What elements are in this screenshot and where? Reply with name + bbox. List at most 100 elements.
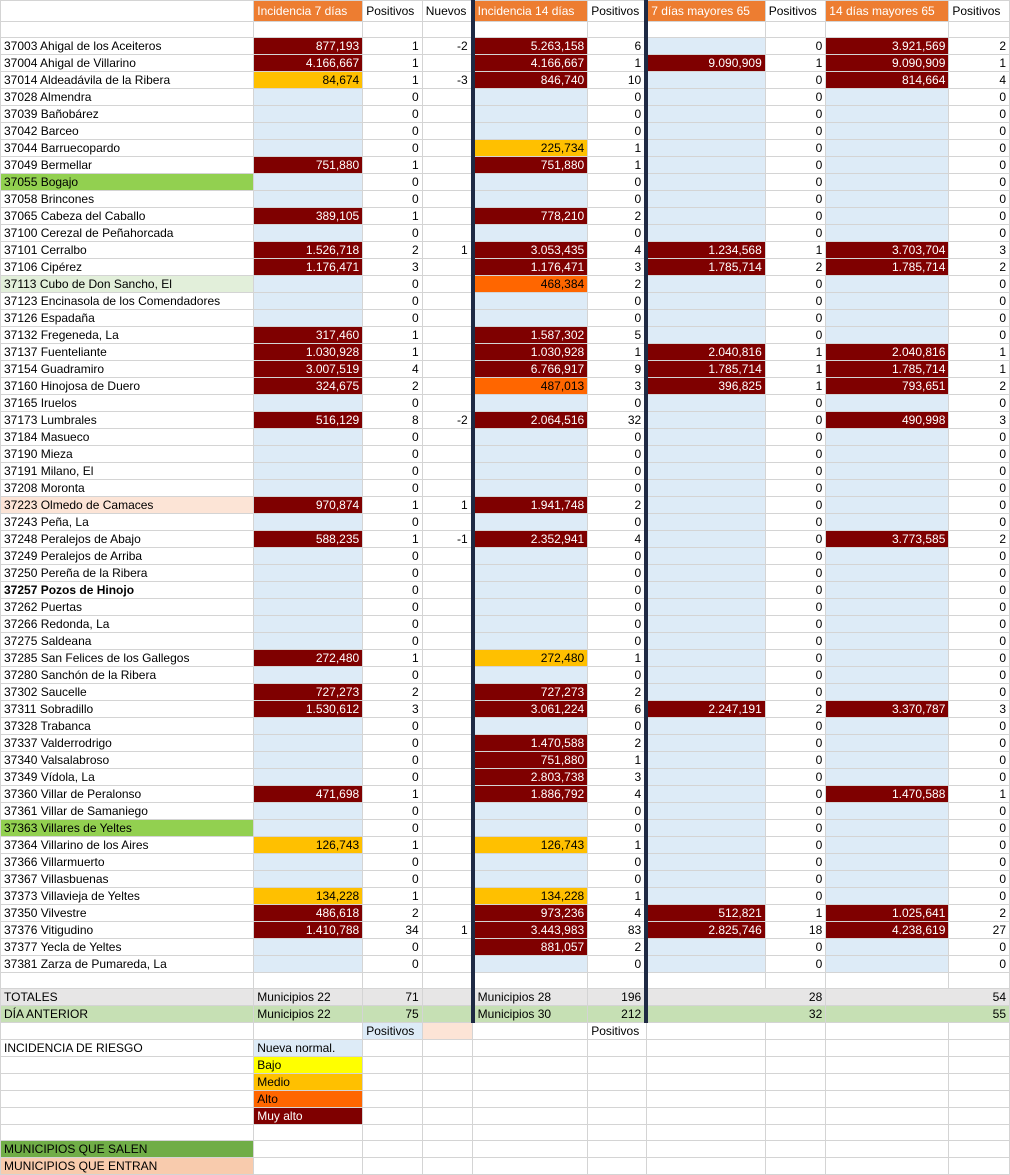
positives-14d-cell[interactable]: 0 xyxy=(587,870,647,888)
empty-cell[interactable] xyxy=(362,1124,423,1141)
legend-item[interactable]: Medio xyxy=(253,1073,364,1091)
incidence-14d-65-cell[interactable]: 1.025,641 xyxy=(825,904,950,922)
incidence-7d-cell[interactable]: 588,235 xyxy=(253,530,364,548)
incidence-14d-cell[interactable] xyxy=(470,394,589,412)
summary-positives-14d[interactable]: 196 xyxy=(587,988,647,1006)
empty-cell[interactable] xyxy=(362,1090,423,1108)
positives-14d-cell[interactable]: 0 xyxy=(587,462,647,480)
incidence-7d-65-cell[interactable] xyxy=(644,224,766,242)
empty-cell[interactable] xyxy=(645,1090,766,1108)
incidence-14d-65-cell[interactable] xyxy=(825,513,950,531)
municipality-cell[interactable]: 37285 San Felices de los Gallegos xyxy=(0,649,255,667)
empty-cell[interactable] xyxy=(764,1124,827,1141)
municipality-cell[interactable]: 37377 Yecla de Yeltes xyxy=(0,938,255,956)
new-cases-cell[interactable] xyxy=(421,122,474,140)
positives-7d-65-cell[interactable]: 0 xyxy=(764,479,827,497)
positives-7d-65-cell[interactable]: 1 xyxy=(764,54,827,72)
new-cases-cell[interactable] xyxy=(421,700,474,718)
positives-7d-cell[interactable]: 0 xyxy=(362,190,423,208)
incidence-14d-cell[interactable]: 4.166,667 xyxy=(470,54,589,72)
positives-7d-cell[interactable]: 0 xyxy=(362,139,423,157)
empty-cell[interactable] xyxy=(472,1073,589,1091)
empty-cell[interactable] xyxy=(764,1056,827,1074)
positives-7d-65-cell[interactable]: 0 xyxy=(764,547,827,565)
new-cases-cell[interactable] xyxy=(421,819,474,837)
new-cases-cell[interactable] xyxy=(421,666,474,684)
empty-cell[interactable] xyxy=(472,1157,589,1175)
incidence-7d-65-cell[interactable] xyxy=(644,105,766,123)
positives-7d-cell[interactable]: 0 xyxy=(362,564,423,582)
incidence-7d-65-cell[interactable]: 9.090,909 xyxy=(644,54,766,72)
positives-7d-cell[interactable]: 0 xyxy=(362,122,423,140)
positives-7d-cell[interactable]: 4 xyxy=(362,360,423,378)
incidence-7d-65-cell[interactable]: 1.234,568 xyxy=(644,241,766,259)
empty-cell[interactable] xyxy=(825,1039,950,1057)
positives-7d-cell[interactable]: 1 xyxy=(362,496,423,514)
incidence-14d-cell[interactable] xyxy=(470,717,589,735)
incidence-7d-cell[interactable] xyxy=(253,717,364,735)
incidence-7d-cell[interactable]: 1.176,471 xyxy=(253,258,364,276)
empty-cell[interactable] xyxy=(421,21,474,38)
empty-cell[interactable] xyxy=(948,1056,1010,1074)
empty-cell[interactable] xyxy=(421,1140,474,1158)
new-cases-cell[interactable] xyxy=(421,156,474,174)
incidence-14d-65-cell[interactable]: 1.785,714 xyxy=(825,258,950,276)
incidence-7d-cell[interactable] xyxy=(253,564,364,582)
new-cases-cell[interactable] xyxy=(421,547,474,565)
new-cases-cell[interactable]: -1 xyxy=(421,530,474,548)
positives-14d-cell[interactable]: 0 xyxy=(587,190,647,208)
header-cell[interactable]: Positivos xyxy=(362,0,423,22)
incidence-14d-cell[interactable]: 3.443,983 xyxy=(470,921,589,939)
incidence-7d-cell[interactable] xyxy=(253,768,364,786)
empty-cell[interactable] xyxy=(362,972,423,989)
empty-cell[interactable] xyxy=(0,1073,255,1091)
positives-14d-cell[interactable]: 0 xyxy=(587,598,647,616)
positives-14d-cell[interactable]: 1 xyxy=(587,139,647,157)
incidence-7d-cell[interactable]: 1.410,788 xyxy=(253,921,364,939)
positives-7d-cell[interactable]: 2 xyxy=(362,904,423,922)
empty-cell[interactable] xyxy=(948,21,1010,38)
positives-7d-cell[interactable]: 0 xyxy=(362,717,423,735)
incidence-7d-cell[interactable]: 471,698 xyxy=(253,785,364,803)
incidence-14d-65-cell[interactable] xyxy=(825,598,950,616)
incidence-7d-65-cell[interactable] xyxy=(644,836,766,854)
positives-7d-65-cell[interactable]: 0 xyxy=(764,649,827,667)
incidence-7d-65-cell[interactable] xyxy=(644,326,766,344)
positives-7d-65-cell[interactable]: 0 xyxy=(764,887,827,905)
footer-legend-salen[interactable]: MUNICIPIOS QUE SALEN xyxy=(0,1140,255,1158)
incidence-7d-cell[interactable] xyxy=(253,598,364,616)
empty-cell[interactable] xyxy=(825,1090,950,1108)
empty-cell[interactable] xyxy=(948,1039,1010,1057)
positives-7d-65-cell[interactable]: 0 xyxy=(764,564,827,582)
incidence-7d-cell[interactable] xyxy=(253,190,364,208)
positives-14d-cell[interactable]: 0 xyxy=(587,615,647,633)
incidence-14d-cell[interactable]: 881,057 xyxy=(470,938,589,956)
new-cases-cell[interactable] xyxy=(421,955,474,973)
new-cases-cell[interactable] xyxy=(421,462,474,480)
incidence-7d-65-cell[interactable] xyxy=(644,564,766,582)
positives-7d-cell[interactable]: 0 xyxy=(362,734,423,752)
incidence-7d-cell[interactable] xyxy=(253,513,364,531)
incidence-14d-65-cell[interactable] xyxy=(825,394,950,412)
positives-7d-cell[interactable]: 8 xyxy=(362,411,423,429)
incidence-7d-cell[interactable] xyxy=(253,173,364,191)
new-cases-cell[interactable] xyxy=(421,564,474,582)
incidence-14d-cell[interactable] xyxy=(470,309,589,327)
positives-14d-cell[interactable]: 0 xyxy=(587,581,647,599)
positives-7d-65-cell[interactable]: 0 xyxy=(764,411,827,429)
incidence-14d-65-cell[interactable] xyxy=(825,734,950,752)
positives-14d-cell[interactable]: 0 xyxy=(587,224,647,242)
incidence-14d-cell[interactable]: 846,740 xyxy=(470,71,589,89)
empty-cell[interactable] xyxy=(470,21,589,38)
positives-7d-cell[interactable]: 2 xyxy=(362,241,423,259)
positives-14d-65-cell[interactable]: 2 xyxy=(948,377,1010,395)
positives-14d-cell[interactable]: 1 xyxy=(587,887,647,905)
new-cases-cell[interactable] xyxy=(421,683,474,701)
incidence-14d-65-cell[interactable] xyxy=(825,190,950,208)
incidence-7d-65-cell[interactable] xyxy=(644,462,766,480)
empty-cell[interactable] xyxy=(362,1157,423,1175)
empty-cell[interactable] xyxy=(421,1005,474,1023)
positives-14d-65-cell[interactable]: 0 xyxy=(948,547,1010,565)
positives-14d-cell[interactable]: 0 xyxy=(587,717,647,735)
empty-cell[interactable] xyxy=(472,1039,589,1057)
